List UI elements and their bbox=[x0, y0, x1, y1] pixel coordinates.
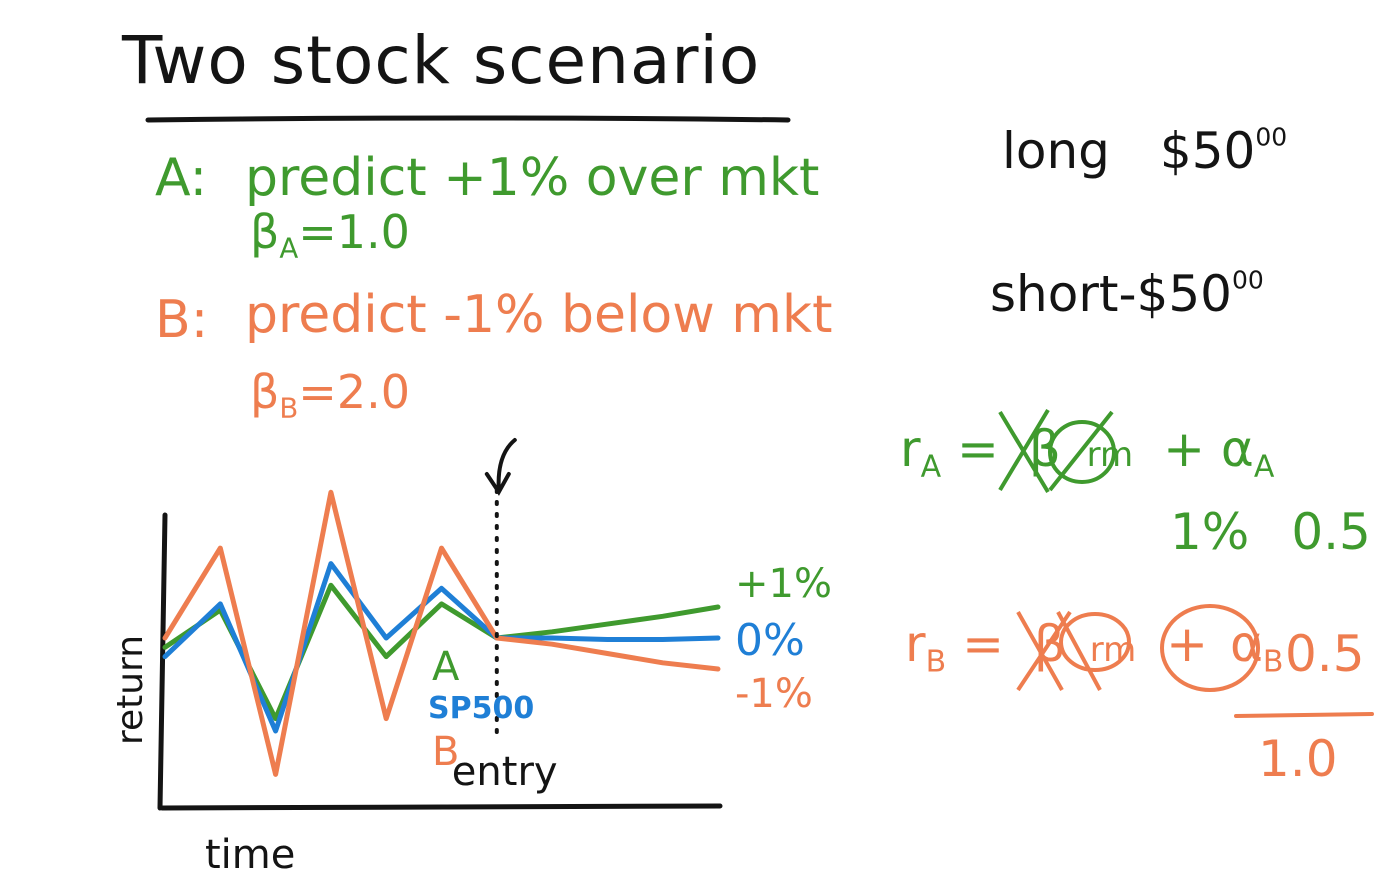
page-title: Two stock scenario bbox=[122, 22, 761, 99]
legend-b: B bbox=[432, 729, 459, 775]
total-value: 1.0 bbox=[1258, 730, 1338, 788]
entry-arrow bbox=[484, 438, 517, 496]
ra-values: 1% 0.5 bbox=[1170, 503, 1371, 561]
x-axis-label: time bbox=[205, 832, 295, 878]
short-amount: -$50 bbox=[1118, 265, 1232, 323]
short-label: short bbox=[990, 265, 1119, 323]
stock-a-prediction: predict +1% over mkt bbox=[245, 148, 820, 208]
entry-label: entry bbox=[452, 749, 558, 795]
y-axis-label: return bbox=[110, 635, 151, 745]
long-label: long bbox=[1002, 122, 1110, 180]
end-label-sp500: 0% bbox=[735, 615, 805, 666]
long-position: long $5000 bbox=[1002, 122, 1288, 180]
long-amount: $50 bbox=[1159, 122, 1256, 180]
stock-b-prediction: predict -1% below mkt bbox=[245, 285, 833, 345]
stock-a-letter: A: bbox=[155, 148, 208, 208]
series-line-b bbox=[162, 489, 721, 777]
legend-a: A bbox=[432, 644, 460, 690]
stock-b-beta: βB=2.0 bbox=[250, 365, 410, 425]
legend-sp500: SP500 bbox=[428, 691, 534, 726]
x-axis bbox=[159, 803, 723, 811]
stock-a-beta: βA=1.0 bbox=[250, 205, 410, 265]
rb-value: 0.5 bbox=[1285, 625, 1365, 683]
stock-b-letter: B: bbox=[155, 290, 209, 350]
y-axis bbox=[157, 512, 168, 811]
end-label-a: +1% bbox=[735, 561, 832, 607]
end-label-b: -1% bbox=[735, 671, 813, 717]
short-position: short-$5000 bbox=[990, 265, 1264, 323]
